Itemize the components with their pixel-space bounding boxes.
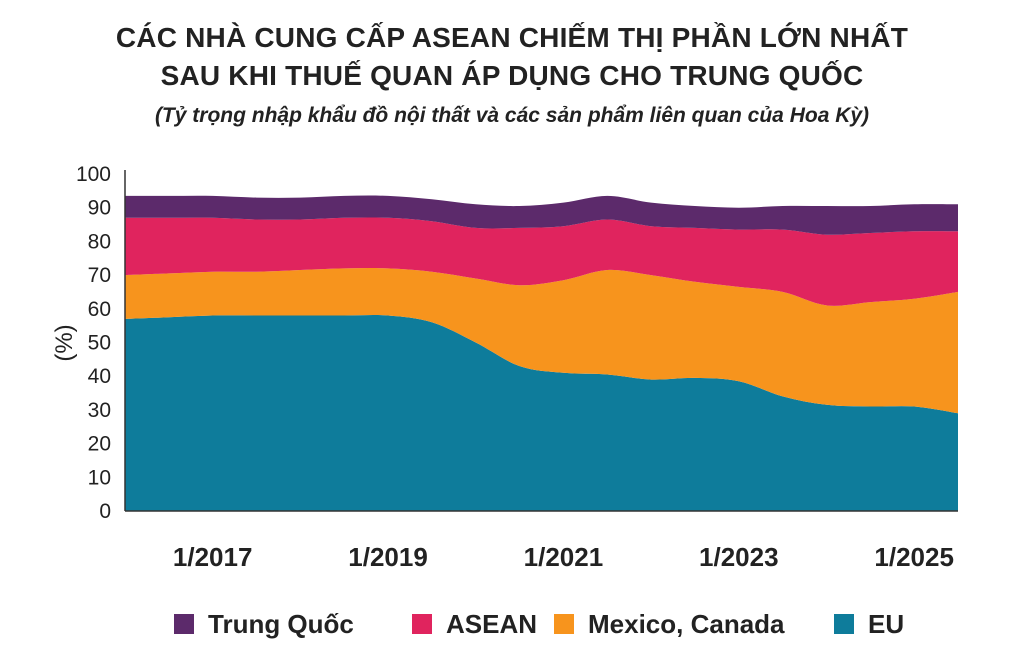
x-tick-label: 1/2021 [524,542,604,572]
x-axis-ticks: 1/2017 1/2019 1/2021 1/2023 1/2025 [173,542,954,572]
legend-label: Mexico, Canada [588,608,785,639]
y-tick-label: 80 [88,230,111,253]
area-asean [125,217,958,306]
x-tick-label: 1/2017 [173,542,253,572]
y-tick-label: 0 [99,500,111,523]
area-eu [125,315,958,511]
legend-item: Mexico, Canada [554,604,785,644]
legend-swatch [174,614,194,634]
y-tick-label: 70 [88,264,111,287]
chart-subtitle: (Tỷ trọng nhập khẩu đồ nội thất và các s… [154,104,870,127]
legend-label: Trung Quốc [208,608,354,639]
legend-item: EU [834,604,904,644]
legend-swatch [412,614,432,634]
y-tick-label: 100 [76,163,111,186]
series-areas [125,195,958,511]
chart-axes [124,170,958,512]
legend-label: ASEAN [446,608,538,639]
y-axis-ticks: 0 10 20 30 40 50 60 70 80 90 100 [76,163,111,523]
x-tick-label: 1/2023 [699,542,779,572]
y-tick-label: 90 [88,197,111,220]
legend-item: ASEAN [412,604,537,644]
area-mexico-canada [125,268,958,414]
y-axis-label: (%) [51,324,78,361]
y-tick-label: 10 [88,466,111,489]
area-chart: 0 10 20 30 40 50 60 70 80 90 100 1/2017 1/2019 1/202… [51,163,958,572]
y-tick-label: 30 [88,399,111,422]
legend-label: EU [868,608,905,639]
legend-swatch [834,614,854,634]
y-tick-label: 50 [88,332,111,355]
chart-legend: Trung Quốc ASEAN Mexico, Canada EU [0,604,1024,644]
y-tick-label: 20 [88,433,111,456]
chart-title-line2: SAU KHI THUẾ QUAN ÁP DỤNG CHO TRUNG QUỐC [160,60,864,91]
y-tick-label: 60 [88,298,111,321]
x-tick-label: 1/2025 [874,542,954,572]
x-tick-label: 1/2019 [348,542,428,572]
y-tick-label: 40 [88,365,111,388]
legend-item: Trung Quốc [174,604,354,644]
area-trung-qu-c [125,195,958,235]
legend-swatch [554,614,574,634]
chart-title-line1: CÁC NHÀ CUNG CẤP ASEAN CHIẾM THỊ PHẦN LỚ… [115,22,909,53]
